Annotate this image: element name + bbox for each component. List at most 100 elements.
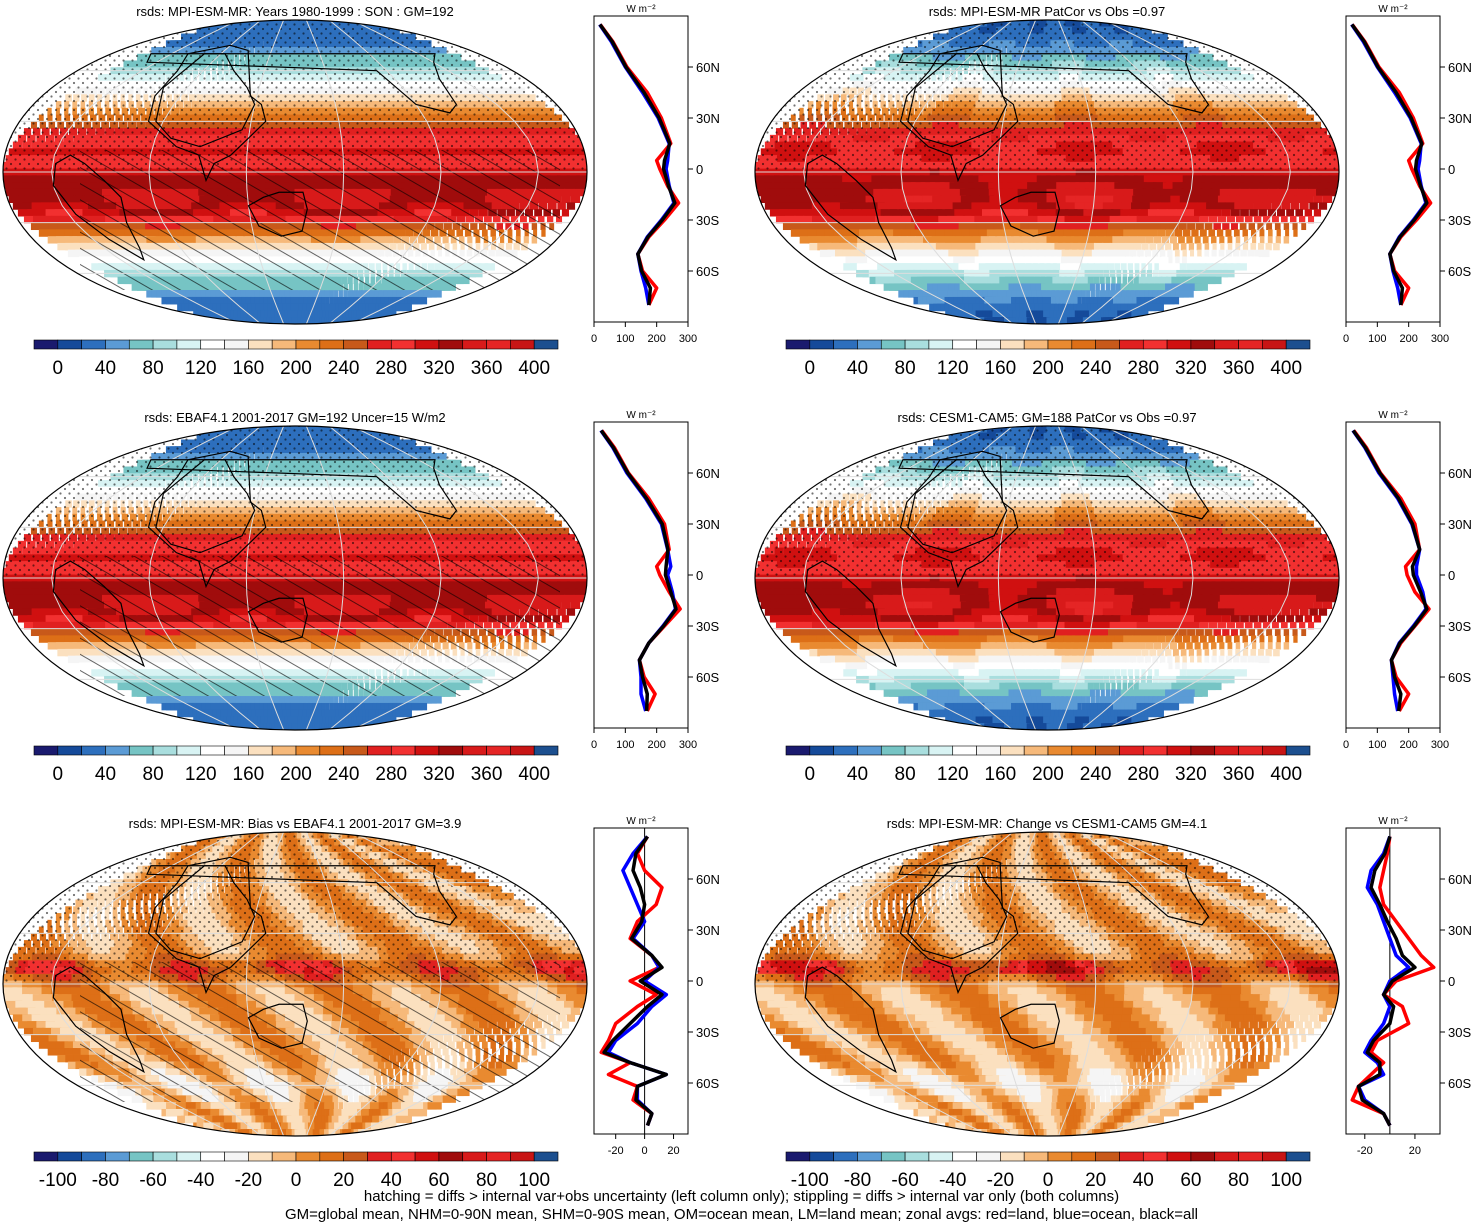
colorbar-tick-label: 200 xyxy=(280,764,312,785)
colorbar-tick-label: 160 xyxy=(233,358,265,379)
colorbar-bin xyxy=(82,1152,106,1161)
colorbar-bin xyxy=(1239,1152,1263,1161)
zonal-ytick-label: 30S xyxy=(1448,1025,1471,1040)
colorbar-bin xyxy=(857,1152,881,1161)
colorbar-bin xyxy=(1024,1152,1048,1161)
zonal-ytick-label: 30N xyxy=(1448,111,1472,126)
zonal-xtick-label: 0 xyxy=(591,333,597,345)
panel-title: rsds: EBAF4.1 2001-2017 GM=192 Uncer=15 … xyxy=(144,410,445,425)
colorbar-bin xyxy=(1215,746,1239,755)
zonal-ytick-label: 30S xyxy=(1448,213,1471,228)
colorbar-tick-label: 120 xyxy=(185,764,217,785)
colorbar-bin xyxy=(1239,340,1263,349)
zonal-ytick-label: 30N xyxy=(1448,923,1472,938)
colorbar-bin xyxy=(129,340,153,349)
colorbar-bin xyxy=(248,746,272,755)
zonal-ytick-label: 30N xyxy=(696,111,720,126)
colorbar-bin xyxy=(153,340,177,349)
colorbar-bin xyxy=(786,1152,810,1161)
colorbar-tick-label: 0 xyxy=(53,764,64,785)
colorbar-bin xyxy=(487,1152,511,1161)
colorbar-bin xyxy=(177,746,201,755)
colorbar-bin xyxy=(1191,746,1215,755)
zonal-xtick-label: 0 xyxy=(1343,739,1349,751)
colorbar-bin xyxy=(367,746,391,755)
zonal-unit-label: W m⁻² xyxy=(1378,4,1408,15)
colorbar-bin xyxy=(510,1152,534,1161)
colorbar-bin xyxy=(881,746,905,755)
colorbar-tick-label: 360 xyxy=(1223,764,1255,785)
colorbar-tick-label: 240 xyxy=(328,358,360,379)
colorbar-bin xyxy=(105,746,129,755)
zonal-xtick-label: 200 xyxy=(647,333,665,345)
colorbar-bin xyxy=(905,340,929,349)
colorbar-bin xyxy=(415,340,439,349)
colorbar-bin xyxy=(34,340,58,349)
hatching xyxy=(80,556,560,696)
colorbar-bin xyxy=(367,1152,391,1161)
colorbar-bin xyxy=(881,340,905,349)
colorbar-bin xyxy=(1096,340,1120,349)
colorbar-bin xyxy=(344,746,368,755)
colorbar-tick-label: 240 xyxy=(328,764,360,785)
zonal-ytick-label: 0 xyxy=(1448,974,1455,989)
stippling xyxy=(752,20,1342,170)
zonal-xtick-label: 100 xyxy=(1368,739,1386,751)
footer-legend-line-2: GM=global mean, NHM=0-90N mean, SHM=0-90… xyxy=(0,1206,1483,1223)
zonal-ytick-label: 60S xyxy=(696,670,719,685)
colorbar-tick-label: 120 xyxy=(185,358,217,379)
zonal-xtick-label: 200 xyxy=(1399,333,1417,345)
zonal-ytick-label: 60N xyxy=(696,60,720,75)
colorbar-bin xyxy=(82,746,106,755)
colorbar-tick-label: 200 xyxy=(1032,764,1064,785)
colorbar-bin xyxy=(487,340,511,349)
colorbar-tick-label: 160 xyxy=(233,764,265,785)
zonal-ytick-label: 60N xyxy=(696,872,720,887)
colorbar-bin xyxy=(296,1152,320,1161)
colorbar-bin xyxy=(296,340,320,349)
colorbar-tick-label: 80 xyxy=(895,764,916,785)
colorbar-tick-label: 120 xyxy=(937,764,969,785)
zonal-xtick-label: 0 xyxy=(642,1145,648,1157)
colorbar-bin xyxy=(344,340,368,349)
colorbar-bin xyxy=(415,1152,439,1161)
zonal-xtick-label: 300 xyxy=(679,333,697,345)
zonal-unit-label: W m⁻² xyxy=(626,410,656,421)
colorbar-bin xyxy=(929,746,953,755)
zonal-unit-label: W m⁻² xyxy=(626,4,656,15)
colorbar-bin xyxy=(105,1152,129,1161)
colorbar-bin xyxy=(1048,1152,1072,1161)
colorbar-bin xyxy=(1000,340,1024,349)
colorbar-bin xyxy=(391,746,415,755)
colorbar-bin xyxy=(1119,1152,1143,1161)
colorbar-bin xyxy=(201,1152,225,1161)
stippling xyxy=(752,832,1342,982)
zonal-ytick-label: 0 xyxy=(696,162,703,177)
colorbar-bin xyxy=(105,340,129,349)
panels-layer: rsds: MPI-ESM-MR: Years 1980-1999 : SON … xyxy=(0,4,1472,1191)
colorbar-bin xyxy=(905,1152,929,1161)
zonal-ytick-label: 30S xyxy=(696,1025,719,1040)
zonal-ytick-label: 60S xyxy=(1448,264,1471,279)
zonal-ytick-label: 0 xyxy=(696,974,703,989)
colorbar-tick-label: 80 xyxy=(895,358,916,379)
colorbar-bin xyxy=(953,746,977,755)
colorbar-tick-label: 160 xyxy=(985,764,1017,785)
colorbar-bin xyxy=(534,1152,558,1161)
panel-title: rsds: MPI-ESM-MR: Change vs CESM1-CAM5 G… xyxy=(887,816,1207,831)
colorbar-bin xyxy=(201,746,225,755)
zonal-xtick-label: 0 xyxy=(591,739,597,751)
colorbar-bin xyxy=(905,746,929,755)
zonal-ytick-label: 60N xyxy=(1448,872,1472,887)
colorbar-bin xyxy=(129,746,153,755)
colorbar-bin xyxy=(1143,746,1167,755)
colorbar-bin xyxy=(1072,340,1096,349)
colorbar-bin xyxy=(1048,340,1072,349)
colorbar-tick-label: 80 xyxy=(143,358,164,379)
